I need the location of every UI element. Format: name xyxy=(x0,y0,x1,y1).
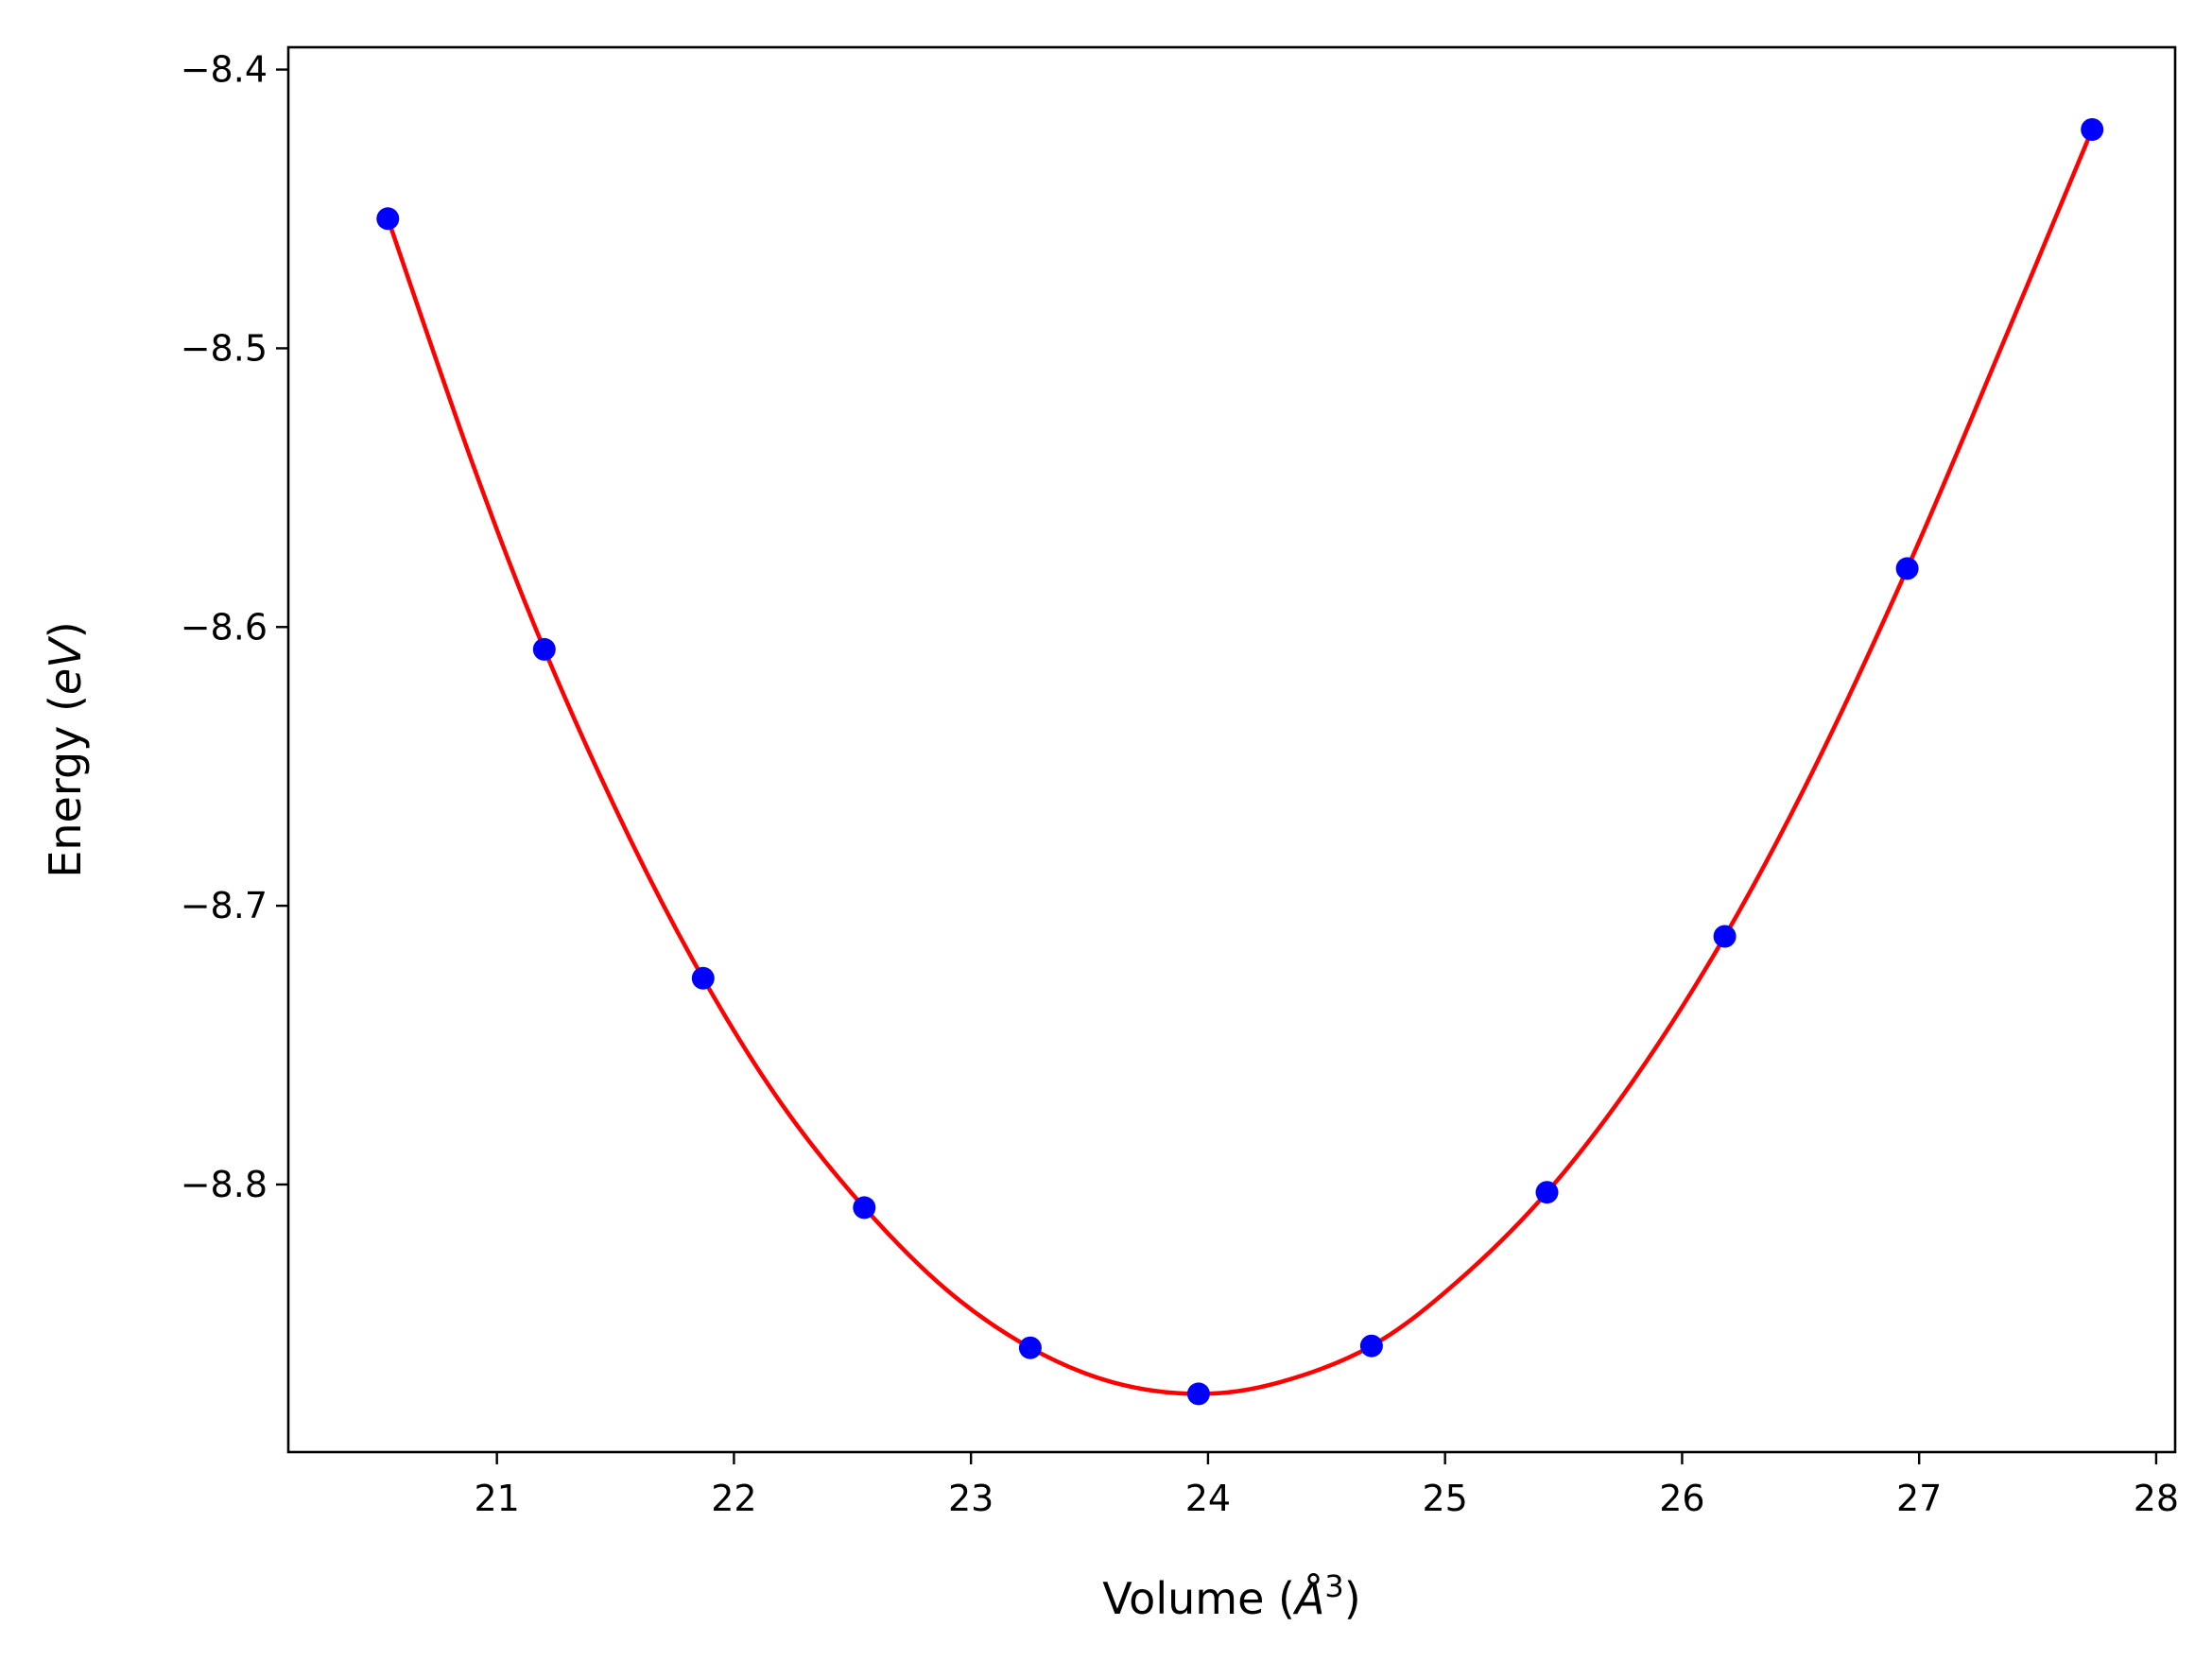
x-tick-label: 26 xyxy=(1659,1478,1704,1519)
x-tick-label: 21 xyxy=(474,1478,519,1519)
y-axis-ticks: −8.4 −8.5 −8.6 −8.7 −8.8 xyxy=(181,49,288,1205)
data-point xyxy=(376,207,400,231)
data-point xyxy=(1359,1334,1383,1358)
y-tick-label: −8.6 xyxy=(181,606,268,648)
data-marker-layer xyxy=(376,118,2104,1406)
y-tick-label: −8.7 xyxy=(181,885,268,926)
data-point xyxy=(1018,1336,1042,1359)
x-tick-label: 27 xyxy=(1896,1478,1942,1519)
y-axis-title: Energy (eV) xyxy=(40,621,91,877)
data-point xyxy=(853,1196,876,1220)
data-point xyxy=(1713,925,1737,948)
x-tick-label: 23 xyxy=(948,1478,994,1519)
x-axis-title: Volume (Å3) xyxy=(1102,1568,1360,1624)
y-tick-label: −8.5 xyxy=(181,327,268,369)
fit-curve-layer xyxy=(386,129,2095,1396)
y-tick-label: −8.8 xyxy=(181,1164,268,1205)
y-tick-label: −8.4 xyxy=(181,49,268,91)
x-axis-ticks: 21 22 23 24 25 26 27 28 xyxy=(474,1452,2179,1519)
data-point xyxy=(691,966,715,990)
plot-area-frame xyxy=(286,45,2177,1454)
data-point xyxy=(532,637,556,661)
fit-curve-line xyxy=(386,129,2095,1396)
data-point xyxy=(1895,557,1919,580)
x-tick-label: 24 xyxy=(1185,1478,1231,1519)
x-tick-label: 28 xyxy=(2134,1478,2179,1519)
data-point xyxy=(1535,1181,1559,1204)
x-tick-label: 25 xyxy=(1422,1478,1467,1519)
data-point xyxy=(2081,118,2104,141)
x-tick-label: 22 xyxy=(711,1478,756,1519)
data-point xyxy=(1186,1382,1210,1406)
